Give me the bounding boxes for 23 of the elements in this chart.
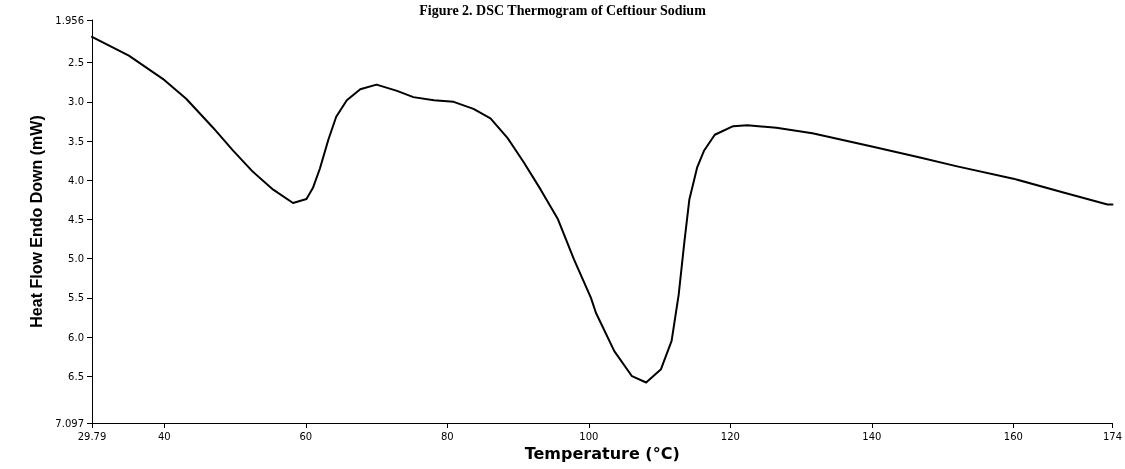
y-axis-title: Heat Flow Endo Down (mW)	[27, 115, 45, 328]
x-tick-label: 80	[440, 430, 454, 442]
y-tick-label: 7.097	[55, 417, 84, 429]
x-tick-label: 100	[579, 430, 599, 442]
x-tick-label: 40	[157, 430, 171, 442]
x-tick-label: 120	[720, 430, 740, 442]
x-tick-label: 140	[862, 430, 882, 442]
y-tick-label: 1.956	[55, 14, 84, 26]
x-tick-label: 160	[1003, 430, 1023, 442]
x-tick-label: 174	[1102, 430, 1122, 442]
y-tick-label: 6.0	[68, 331, 84, 343]
y-tick-label: 6.5	[68, 370, 84, 382]
x-axis-title: Temperature (°C)	[524, 444, 680, 464]
chart-title: Figure 2. DSC Thermogram of Ceftiour Sodium	[419, 2, 707, 18]
y-tick-label: 3.0	[68, 96, 84, 108]
x-tick-label: 29.79	[77, 430, 107, 442]
y-tick-label: 3.5	[68, 135, 84, 147]
y-tick-label: 4.0	[68, 174, 84, 186]
y-tick-label: 5.5	[68, 292, 84, 304]
x-tick-label: 60	[299, 430, 313, 442]
y-tick-label: 4.5	[68, 213, 84, 225]
y-tick-label: 2.5	[68, 57, 84, 69]
y-tick-label: 5.0	[68, 253, 84, 265]
